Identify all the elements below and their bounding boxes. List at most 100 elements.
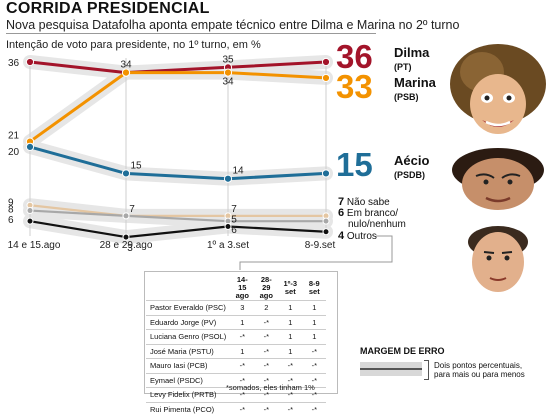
marina-value: 33 [336,70,373,103]
table-cell: 1 [278,330,302,345]
margin-title: MARGEM DE ERRO [360,346,445,356]
table-cell: 1 [278,315,302,330]
data-label: 20 [8,147,20,158]
branco-name: Em branco/ [347,208,398,219]
data-label: 34 [120,60,132,71]
nao-sabe-legend: 7 Não sabe [338,197,390,208]
series-point [224,69,231,76]
table-corner [146,276,230,301]
outros-legend: 4 Outros [338,231,377,242]
dilma-legend: Dilma (PT) [394,46,429,74]
table-cell: -* [230,402,254,416]
table-header-0: 14-15 ago [230,276,254,301]
data-label: 8 [8,205,14,216]
table-header-row: 14-15 ago 28-29 ago 1º-3 set 8-9 set [146,276,326,301]
margin-band-2 [30,147,326,179]
outros-value: 4 [338,230,344,242]
table-cell: -* [302,402,326,416]
small-candidates-table: 14-15 ago 28-29 ago 1º-3 set 8-9 set Pas… [146,276,326,416]
dilma-party: (PT) [394,60,429,74]
data-label: 21 [8,131,20,142]
candidate-name: Eduardo Jorge (PV) [146,315,230,330]
aecio-party: (PSDB) [394,168,429,182]
data-label: 5 [231,214,237,225]
table-cell: -* [230,330,254,345]
branco-name-2: nulo/nenhum [338,219,406,230]
candidate-name: Pastor Everaldo (PSC) [146,301,230,316]
x-axis-ticks: 14 e 15.ago 28 e 29.ago 1º a 3.set 8-9.set [8,240,336,251]
series-point [224,175,231,182]
table-cell: -* [278,402,302,416]
series-point [322,58,329,65]
x-tick-label: 14 e 15.ago [8,240,61,251]
table-footnote: *somados, eles tinham 1% [226,383,315,392]
x-tick-label: 28 e 29.ago [100,240,153,251]
table-header-1: 28-29 ago [254,276,278,301]
data-label: 14 [232,166,244,177]
data-label: 7 [129,204,135,215]
series-point [225,223,231,229]
series-point [26,58,33,65]
table-cell: 1 [302,301,326,316]
data-label: 6 [231,225,237,236]
table-cell: 1 [230,315,254,330]
table-header-3: 8-9 set [302,276,326,301]
data-label: 35 [222,54,234,65]
series-point [27,218,33,224]
margin-text-2: para mais ou para menos [434,370,525,379]
table-cell: 1 [278,344,302,359]
x-tick-label: 8-9.set [305,240,336,251]
series-point [27,208,33,214]
dilma-caricature-icon [446,38,550,142]
aecio-name: Aécio [394,153,429,168]
table-cell: -* [278,359,302,374]
series-point [323,218,329,224]
data-label: 15 [130,160,142,171]
marina-legend: Marina (PSB) [394,76,436,104]
series-point [322,170,329,177]
table-cell: -* [302,344,326,359]
branco-value: 6 [338,207,344,219]
table-cell: -* [254,359,278,374]
table-cell: -* [230,359,254,374]
series-point [322,74,329,81]
table-cell: -* [302,359,326,374]
table-header-2: 1º-3 set [278,276,302,301]
table-cell: 3 [230,301,254,316]
marina-caricature-icon [446,146,550,216]
table-row: Mauro Iasi (PCB)-*-*-*-* [146,359,326,374]
candidate-name: Mauro Iasi (PCB) [146,359,230,374]
table-cell: 1 [302,315,326,330]
data-label: 6 [8,215,14,226]
table-cell: -* [254,344,278,359]
table-cell: -* [254,315,278,330]
marina-name: Marina [394,75,436,90]
table-cell: -* [254,330,278,345]
series-point [123,213,129,219]
x-tick-label: 1º a 3.set [207,240,249,251]
table-cell: -* [254,402,278,416]
branco-legend: 6 Em branco/ nulo/nenhum [338,208,406,230]
aecio-value: 15 [336,148,373,181]
candidate-name: Eymael (PSDC) [146,373,230,388]
table-cell: 2 [254,301,278,316]
marina-party: (PSB) [394,90,436,104]
nao-sabe-name: Não sabe [347,197,390,208]
series-point [26,143,33,150]
margin-text-1: Dois pontos percentuais, [434,361,525,370]
candidate-name: José Maria (PSTU) [146,344,230,359]
series-point [122,170,129,177]
margin-text: Dois pontos percentuais, para mais ou pa… [434,361,525,379]
candidate-name: Luciana Genro (PSOL) [146,330,230,345]
table-cell: 1 [278,301,302,316]
margin-bracket [424,360,429,380]
aecio-legend: Aécio (PSDB) [394,154,429,182]
series-point [323,229,329,235]
margin-line-swatch [360,368,422,370]
data-label: 7 [231,204,237,215]
table-cell: 1 [302,330,326,345]
